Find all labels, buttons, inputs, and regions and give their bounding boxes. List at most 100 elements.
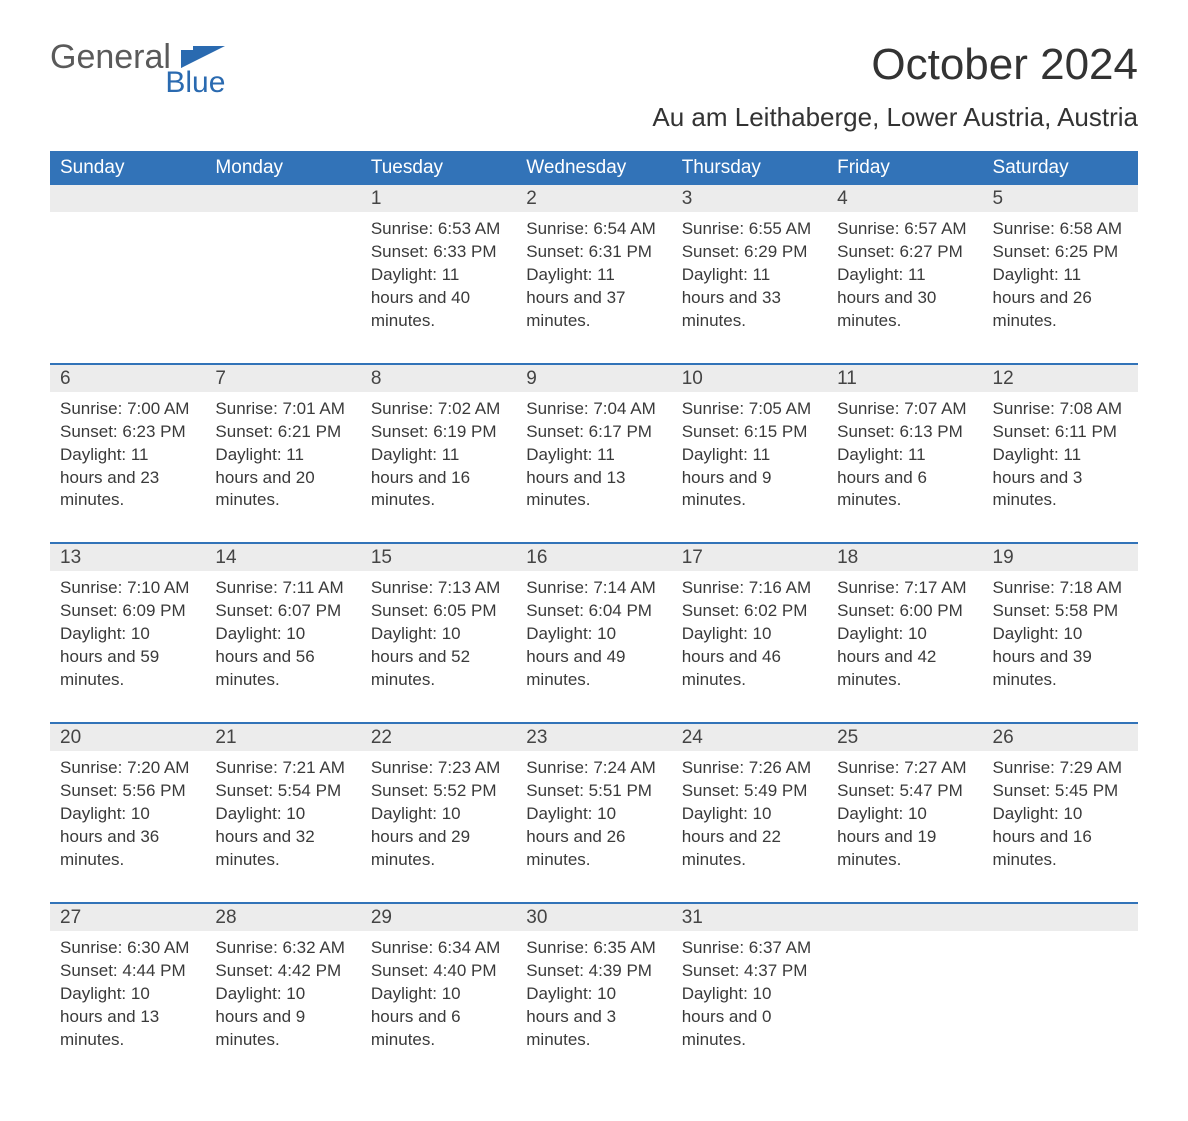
day-number-cell: 22: [361, 723, 516, 751]
day-detail-cell: Sunrise: 6:34 AMSunset: 4:40 PMDaylight:…: [361, 931, 516, 1082]
week-detail-row: Sunrise: 7:00 AMSunset: 6:23 PMDaylight:…: [50, 392, 1138, 544]
daylight-line: Daylight: 10 hours and 6 minutes.: [371, 984, 461, 1049]
day-number-cell: 12: [983, 364, 1138, 392]
day-number-cell: 5: [983, 185, 1138, 212]
location-line: Au am Leithaberge, Lower Austria, Austri…: [652, 102, 1138, 133]
day-number-cell: 2: [516, 185, 671, 212]
daylight-line: Daylight: 10 hours and 36 minutes.: [60, 804, 159, 869]
sunset-line: Sunset: 4:37 PM: [682, 961, 808, 980]
page-header: General Blue October 2024 Au am Leithabe…: [50, 40, 1138, 143]
day-detail-cell: Sunrise: 7:20 AMSunset: 5:56 PMDaylight:…: [50, 751, 205, 903]
week-detail-row: Sunrise: 6:30 AM Sunset: 4:44 PM Daylight:…: [50, 931, 1138, 1082]
daylight-line: Daylight: 10 hours and 9 minutes.: [215, 984, 305, 1049]
day-detail-cell: Sunrise: 7:04 AMSunset: 6:17 PMDaylight:…: [516, 392, 671, 544]
sunset-line: Sunset: 4:44 PM: [60, 961, 186, 980]
daylight-line: Daylight: 11 hours and 13 minutes.: [526, 445, 625, 510]
sunset-line: Sunset: 5:49 PM: [682, 781, 808, 800]
sunset-line: Sunset: 5:54 PM: [215, 781, 341, 800]
sunrise-line: Sunrise: 7:01 AM: [215, 399, 344, 418]
day-detail-cell: Sunrise: 6:53 AMSunset: 6:33 PMDaylight:…: [361, 212, 516, 364]
col-sunday: Sunday: [50, 151, 205, 185]
sunset-line: Sunset: 6:25 PM: [993, 242, 1119, 261]
day-detail-cell: [827, 931, 982, 1082]
sunrise-line: Sunrise: 6:32 AM: [215, 938, 344, 957]
col-tuesday: Tuesday: [361, 151, 516, 185]
sunset-line: Sunset: 6:05 PM: [371, 601, 497, 620]
brand-word-1: General: [50, 38, 171, 76]
sunset-line: Sunset: 6:23 PM: [60, 422, 186, 441]
day-detail-cell: Sunrise: 7:16 AMSunset: 6:02 PMDaylight:…: [672, 571, 827, 723]
sunset-line: Sunset: 6:27 PM: [837, 242, 963, 261]
daylight-line: Daylight: 11 hours and 26 minutes.: [993, 265, 1092, 330]
day-number-cell: 21: [205, 723, 360, 751]
brand-logo: General Blue: [50, 40, 225, 98]
daylight-line: Daylight: 10 hours and 32 minutes.: [215, 804, 314, 869]
day-number-cell: 13: [50, 543, 205, 571]
sunset-line: Sunset: 6:07 PM: [215, 601, 341, 620]
sunrise-line: Sunrise: 7:13 AM: [371, 578, 500, 597]
day-detail-cell: Sunrise: 7:24 AMSunset: 5:51 PMDaylight:…: [516, 751, 671, 903]
day-detail-cell: Sunrise: 7:08 AMSunset: 6:11 PMDaylight:…: [983, 392, 1138, 544]
sunrise-line: Sunrise: 6:54 AM: [526, 219, 655, 238]
sunrise-line: Sunrise: 7:29 AM: [993, 758, 1122, 777]
sunrise-line: Sunrise: 7:14 AM: [526, 578, 655, 597]
day-detail-cell: Sunrise: 7:13 AM Sunset: 6:05 PM Daylight:…: [361, 571, 516, 723]
sunrise-line: Sunrise: 7:11 AM: [215, 578, 343, 597]
daylight-line: Daylight: 11 hours and 6 minutes.: [837, 445, 927, 510]
sunset-line: Sunset: 5:58 PM: [993, 601, 1119, 620]
day-number-cell: 11: [827, 364, 982, 392]
day-number-cell: 24: [672, 723, 827, 751]
day-detail-cell: Sunrise: 7:11 AM Sunset: 6:07 PM Daylight:…: [205, 571, 360, 723]
daylight-line: Daylight: 11 hours and 9 minutes.: [682, 445, 772, 510]
sunrise-line: Sunrise: 7:23 AM: [371, 758, 500, 777]
day-detail-cell: Sunrise: 7:26 AMSunset: 5:49 PMDaylight:…: [672, 751, 827, 903]
day-number-cell: [983, 903, 1138, 931]
daylight-line: Daylight: 10 hours and 29 minutes.: [371, 804, 470, 869]
sunset-line: Sunset: 4:42 PM: [215, 961, 341, 980]
day-detail-cell: Sunrise: 6:55 AMSunset: 6:29 PMDaylight:…: [672, 212, 827, 364]
day-detail-cell: Sunrise: 7:27 AM Sunset: 5:47 PM Daylight:…: [827, 751, 982, 903]
daylight-line: Daylight: 10 hours and 46 minutes.: [682, 624, 781, 689]
day-detail-cell: Sunrise: 7:10 AMSunset: 6:09 PMDaylight:…: [50, 571, 205, 723]
day-detail-cell: Sunrise: 6:30 AMSunset: 4:44 PMDaylight:…: [50, 931, 205, 1082]
week-detail-row: Sunrise: 7:10 AMSunset: 6:09 PMDaylight:…: [50, 571, 1138, 723]
day-number-cell: 10: [672, 364, 827, 392]
month-title: October 2024: [652, 40, 1138, 90]
daylight-line: Daylight: 10 hours and 52 minutes.: [371, 624, 470, 689]
week-daynum-row: 2728293031: [50, 903, 1138, 931]
brand-word-2: Blue: [165, 66, 225, 99]
sunset-line: Sunset: 5:51 PM: [526, 781, 652, 800]
sunset-line: Sunset: 5:45 PM: [993, 781, 1119, 800]
sunset-line: Sunset: 6:31 PM: [526, 242, 652, 261]
sunrise-line: Sunrise: 6:58 AM: [993, 219, 1122, 238]
daylight-line: Daylight: 10 hours and 0 minutes.: [682, 984, 772, 1049]
week-daynum-row: 12345: [50, 185, 1138, 212]
sunset-line: Sunset: 6:19 PM: [371, 422, 497, 441]
sunset-line: Sunset: 4:39 PM: [526, 961, 652, 980]
day-number-cell: 17: [672, 543, 827, 571]
daylight-line: Daylight: 10 hours and 3 minutes.: [526, 984, 616, 1049]
day-number-cell: [50, 185, 205, 212]
day-number-cell: 29: [361, 903, 516, 931]
day-number-cell: 7: [205, 364, 360, 392]
daylight-line: Daylight: 10 hours and 56 minutes.: [215, 624, 314, 689]
day-number-cell: 1: [361, 185, 516, 212]
sunset-line: Sunset: 6:21 PM: [215, 422, 341, 441]
daylight-line: Daylight: 10 hours and 19 minutes.: [837, 804, 936, 869]
day-number-cell: 31: [672, 903, 827, 931]
day-number-cell: 27: [50, 903, 205, 931]
daylight-line: Daylight: 11 hours and 3 minutes.: [993, 445, 1083, 510]
week-daynum-row: 20212223242526: [50, 723, 1138, 751]
day-number-cell: 30: [516, 903, 671, 931]
day-detail-cell: Sunrise: 7:18 AMSunset: 5:58 PMDaylight:…: [983, 571, 1138, 723]
week-daynum-row: 6789101112: [50, 364, 1138, 392]
sunrise-line: Sunrise: 6:30 AM: [60, 938, 189, 957]
day-number-cell: 9: [516, 364, 671, 392]
day-number-cell: 14: [205, 543, 360, 571]
sunrise-line: Sunrise: 6:55 AM: [682, 219, 811, 238]
sunset-line: Sunset: 5:47 PM: [837, 781, 963, 800]
daylight-line: Daylight: 11 hours and 30 minutes.: [837, 265, 936, 330]
daylight-line: Daylight: 11 hours and 33 minutes.: [682, 265, 781, 330]
col-friday: Friday: [827, 151, 982, 185]
sunrise-line: Sunrise: 7:27 AM: [837, 758, 966, 777]
